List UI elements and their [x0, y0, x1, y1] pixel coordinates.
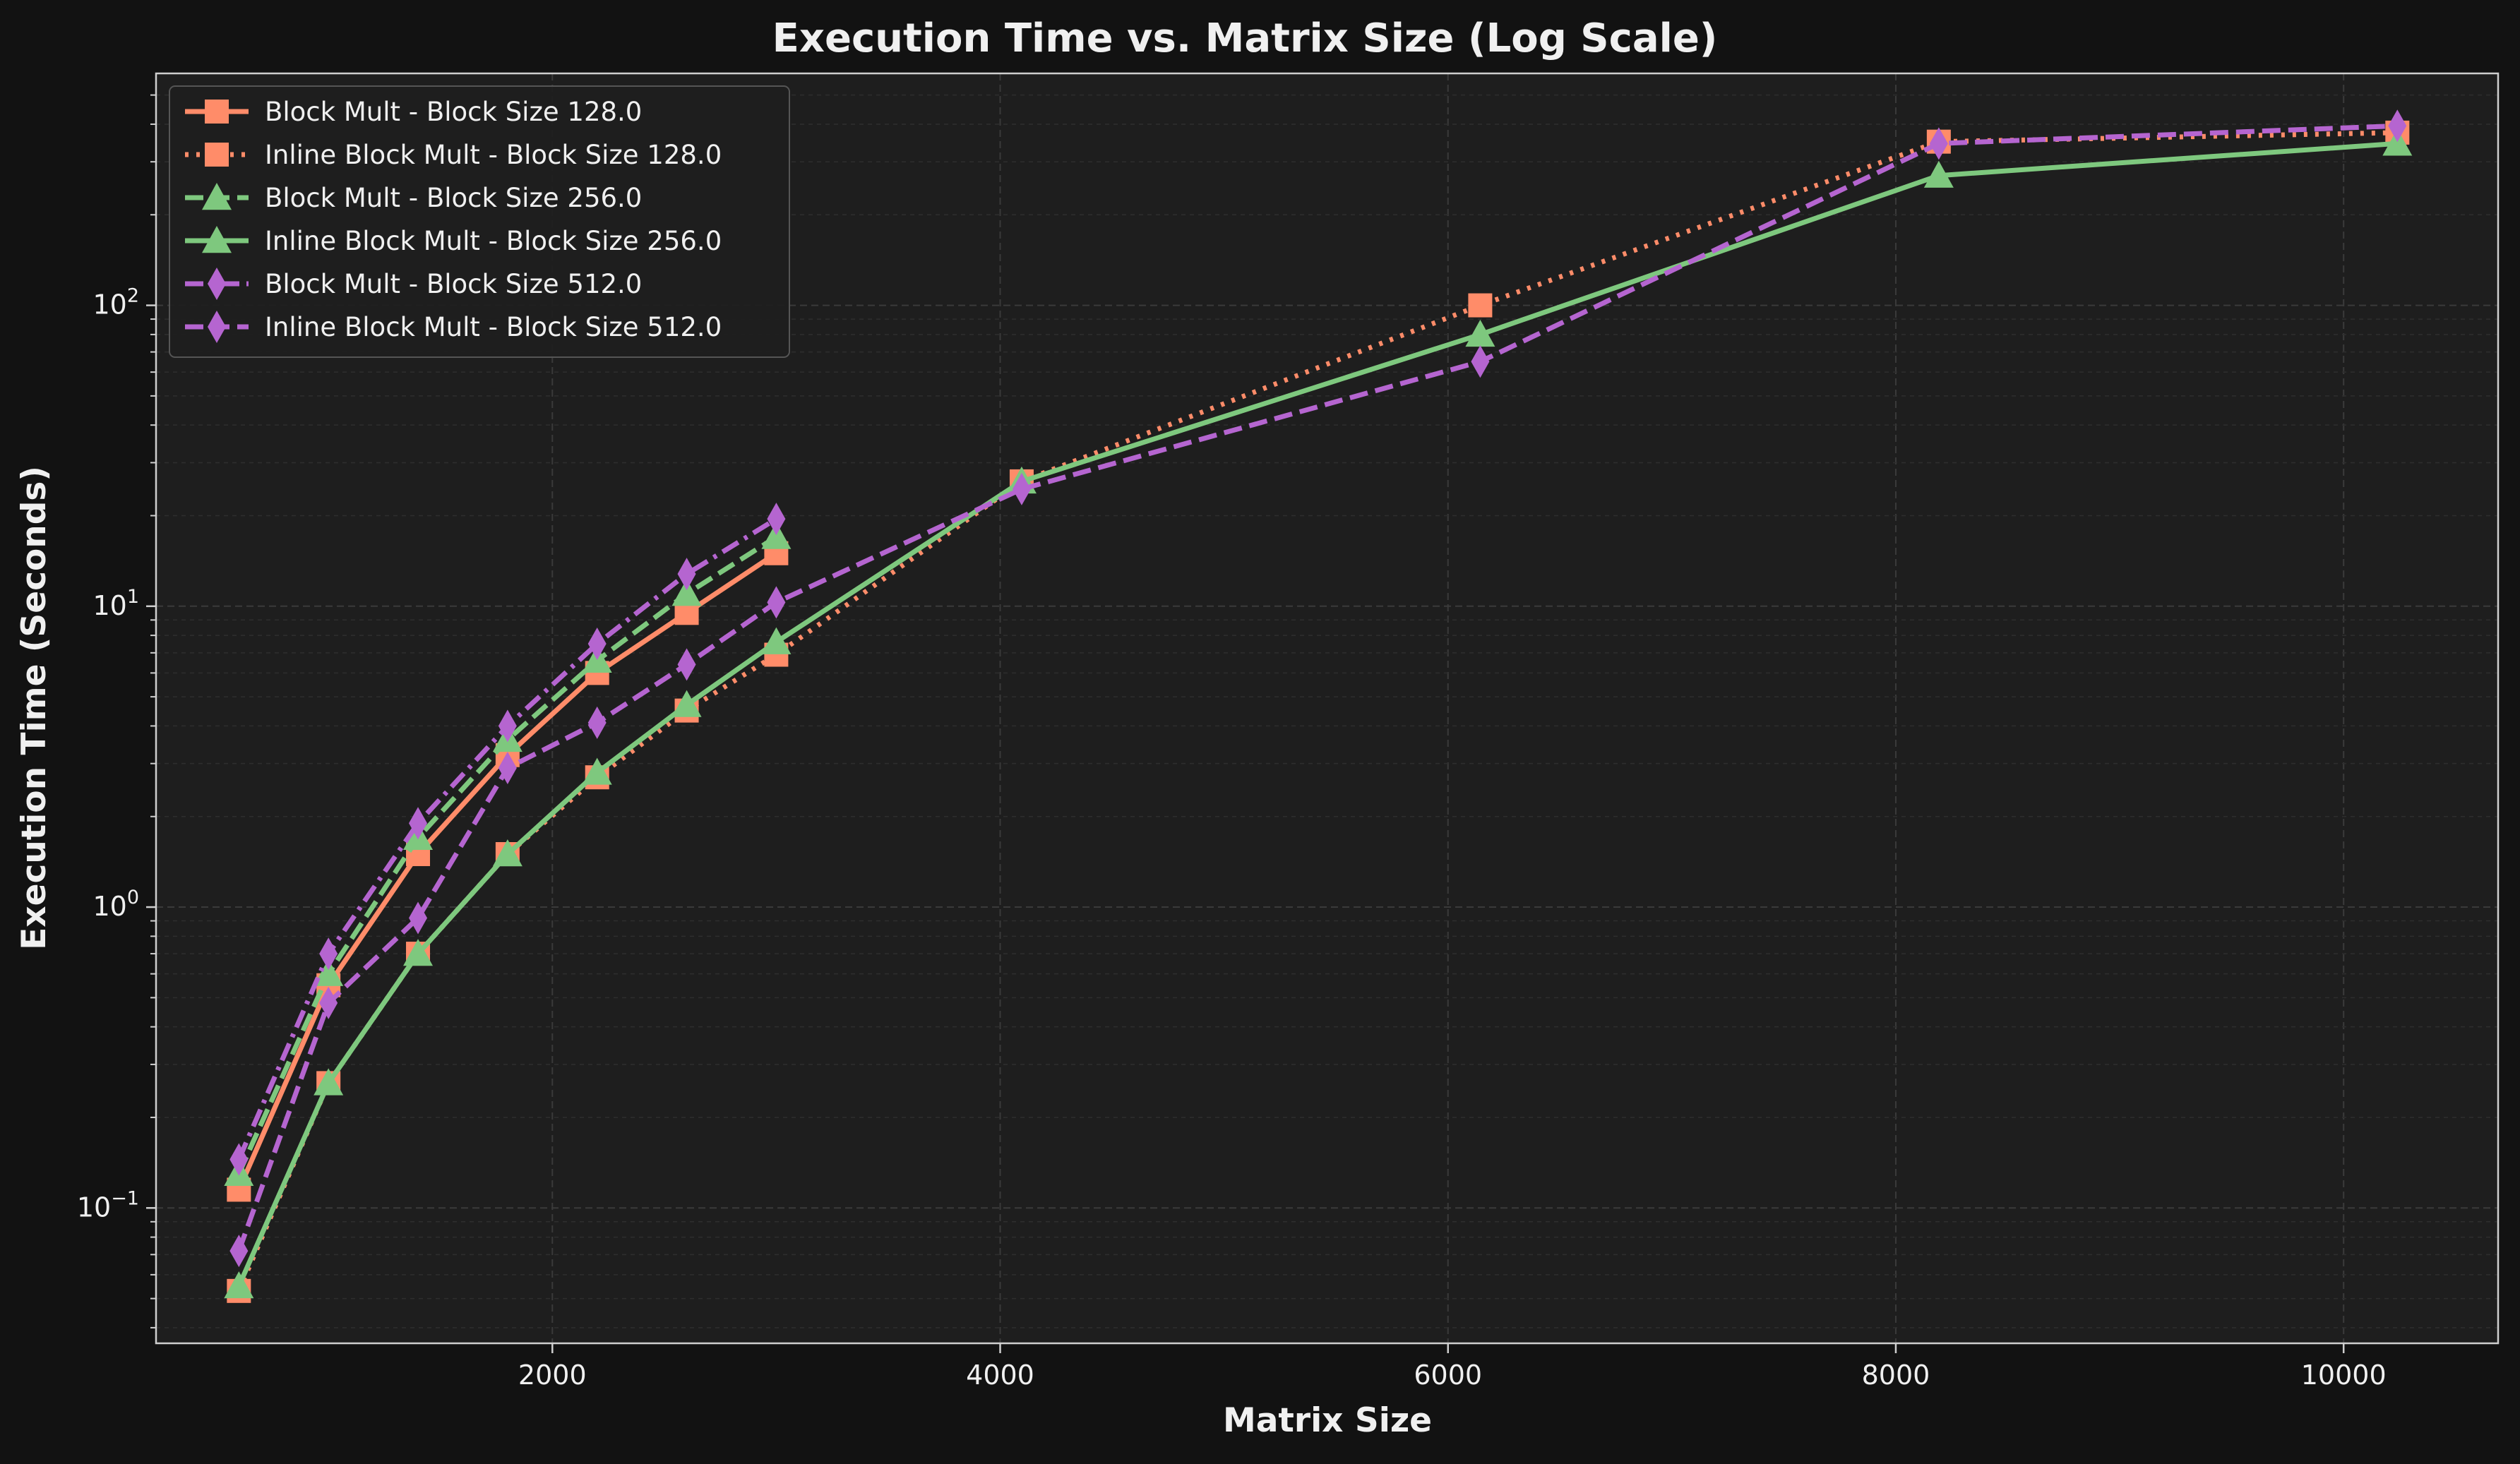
data-point — [1929, 127, 1948, 160]
data-point — [767, 503, 786, 536]
data-point — [1468, 293, 1493, 318]
data-point — [767, 586, 786, 619]
legend-item: Block Mult - Block Size 128.0 — [185, 97, 642, 127]
legend-box — [169, 85, 790, 358]
data-point — [313, 959, 344, 986]
data-point — [587, 628, 607, 661]
data-point — [677, 558, 696, 591]
data-point — [582, 757, 612, 785]
data-point — [671, 690, 702, 717]
legend-label: Block Mult - Block Size 128.0 — [265, 97, 642, 127]
data-point — [319, 986, 338, 1019]
data-point — [409, 807, 428, 840]
legend-marker — [208, 268, 226, 300]
data-point — [224, 1271, 254, 1299]
data-point — [313, 1068, 344, 1096]
legend-item: Block Mult - Block Size 256.0 — [185, 183, 642, 213]
legend-marker — [205, 100, 229, 124]
series-layer — [224, 109, 2413, 1303]
data-point — [492, 839, 522, 867]
data-point — [498, 751, 517, 784]
series-group — [224, 128, 2413, 1299]
legend-item: Inline Block Mult - Block Size 256.0 — [185, 226, 722, 256]
data-point — [409, 901, 428, 935]
data-point — [761, 522, 792, 549]
data-point — [498, 709, 517, 743]
data-point — [2388, 109, 2407, 143]
x-tick-label: 10000 — [2301, 1360, 2387, 1391]
data-point — [761, 627, 792, 654]
x-tick-label: 6000 — [1414, 1360, 1482, 1391]
chart-title: Execution Time vs. Matrix Size (Log Scal… — [772, 16, 1718, 61]
data-point — [403, 939, 434, 966]
data-point — [587, 706, 607, 739]
legend: Block Mult - Block Size 128.0 Inline Bloc… — [169, 85, 790, 358]
legend-item: Block Mult - Block Size 512.0 — [185, 268, 642, 300]
data-point — [1923, 160, 1954, 188]
axis-ticks: 2000 4000 6000 8000 10000 10−1 100 101 102 — [77, 94, 2387, 1391]
series-group — [229, 503, 786, 1176]
plot-frame — [155, 72, 2500, 1345]
data-point — [1471, 345, 1490, 378]
legend-marker — [202, 226, 232, 253]
y-axis-label: Execution Time (Seconds) — [15, 466, 54, 950]
legend-marker — [205, 143, 229, 167]
x-tick-label: 2000 — [518, 1360, 587, 1391]
x-tick-label: 8000 — [1862, 1360, 1930, 1391]
legend-marker — [208, 311, 226, 343]
data-point — [229, 1143, 249, 1176]
y-tick-label: 10−1 — [77, 1187, 139, 1223]
x-tick-label: 4000 — [966, 1360, 1034, 1391]
y-tick-label: 101 — [92, 586, 139, 621]
data-point — [677, 648, 696, 681]
x-axis-label: Matrix Size — [1223, 1401, 1432, 1440]
legend-item: Inline Block Mult - Block Size 128.0 — [185, 140, 722, 170]
y-tick-label: 100 — [92, 887, 139, 922]
data-point — [1465, 319, 1495, 347]
legend-label: Block Mult - Block Size 256.0 — [265, 183, 642, 213]
legend-label: Block Mult - Block Size 512.0 — [265, 269, 642, 299]
legend-label: Inline Block Mult - Block Size 256.0 — [265, 226, 722, 256]
legend-marker — [202, 183, 232, 210]
legend-label: Inline Block Mult - Block Size 128.0 — [265, 140, 722, 170]
data-point — [671, 579, 702, 606]
data-point — [2382, 128, 2413, 156]
data-point — [229, 1235, 249, 1268]
series-group — [229, 109, 2407, 1268]
y-tick-label: 102 — [92, 285, 139, 320]
data-point — [1012, 472, 1031, 505]
legend-item: Inline Block Mult - Block Size 512.0 — [185, 311, 722, 343]
data-point — [319, 937, 338, 971]
legend-label: Inline Block Mult - Block Size 512.0 — [265, 312, 722, 342]
